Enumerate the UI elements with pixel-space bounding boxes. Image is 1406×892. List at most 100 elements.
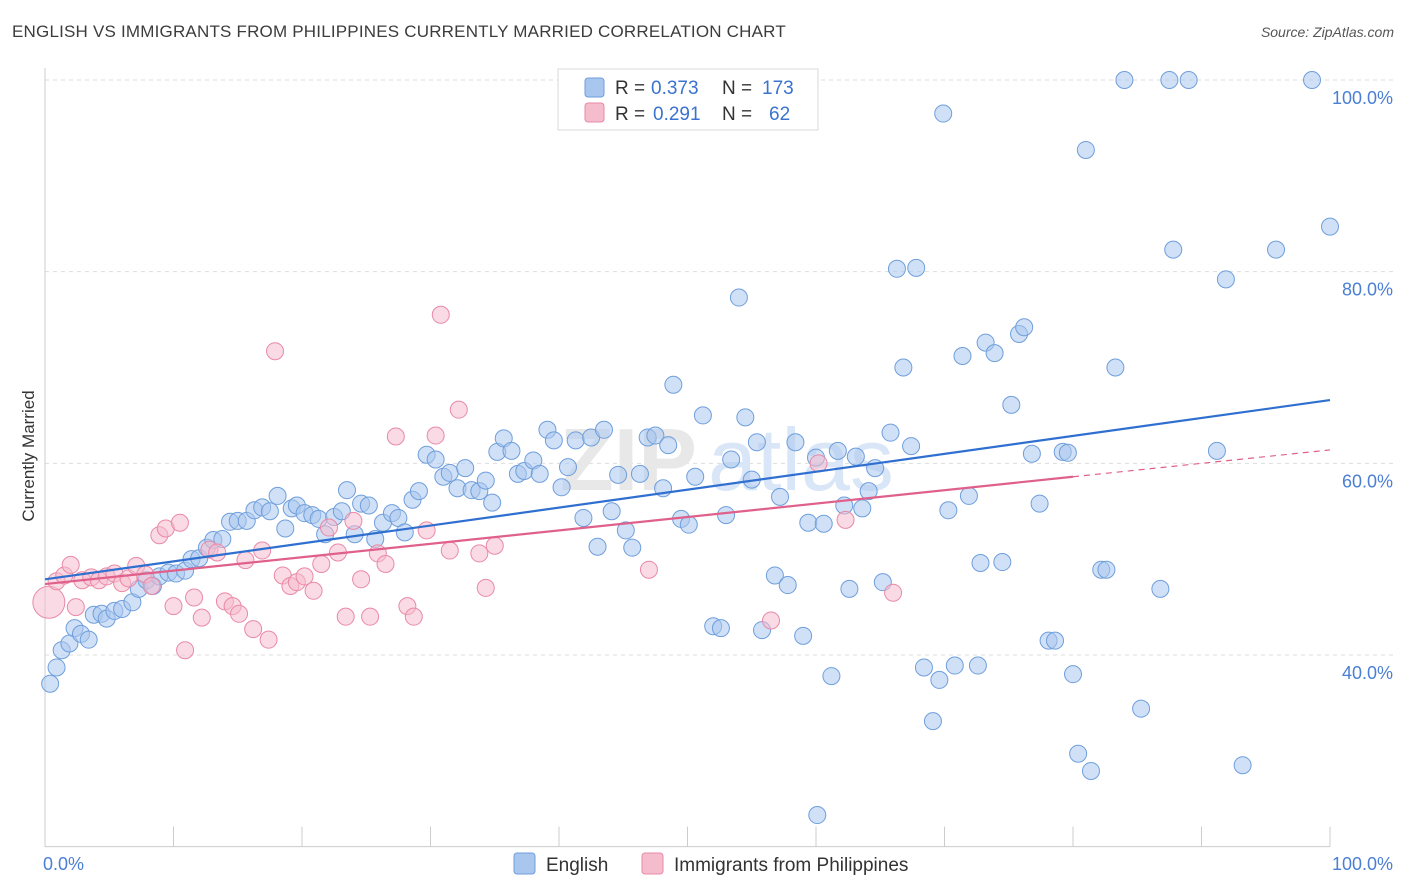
- english-point: [268, 486, 287, 505]
- y-axis-label: Currently Married: [19, 390, 38, 521]
- english-point: [722, 450, 741, 469]
- english-point: [544, 431, 563, 450]
- english-point: [693, 406, 712, 425]
- english-point: [646, 426, 665, 445]
- english-point: [566, 431, 585, 450]
- english-point: [907, 258, 926, 277]
- phil-point: [404, 607, 423, 626]
- phil-point: [164, 597, 183, 616]
- english-point: [939, 501, 958, 520]
- english-point: [395, 523, 414, 542]
- legend-english-n-value: 173: [762, 78, 794, 99]
- phil-point: [192, 608, 211, 627]
- english-point: [440, 463, 459, 482]
- y-tick-label: 100.0%: [1332, 88, 1393, 108]
- phil-point: [312, 554, 331, 573]
- phil-point: [230, 604, 249, 623]
- english-point: [1115, 71, 1134, 89]
- english-point: [679, 515, 698, 534]
- english-point: [616, 521, 635, 540]
- phil-point: [170, 513, 189, 532]
- phil-point: [236, 551, 255, 570]
- english-point: [993, 553, 1012, 572]
- english-point: [923, 712, 942, 731]
- phil-point: [809, 454, 828, 473]
- phil-point: [266, 342, 285, 361]
- svg-text:ZIP: ZIP: [560, 410, 697, 509]
- y-tick-label: 40.0%: [1342, 663, 1393, 683]
- english-point: [409, 482, 428, 501]
- english-point: [1216, 270, 1235, 289]
- bottom-legend-english-swatch: [513, 852, 536, 875]
- english-point: [276, 519, 295, 538]
- english-trend-line: [44, 398, 1331, 581]
- english-point: [808, 806, 827, 825]
- english-point: [686, 467, 705, 486]
- english-point: [1233, 756, 1252, 775]
- english-point: [887, 259, 906, 278]
- english-point: [717, 506, 736, 525]
- english-point: [332, 502, 351, 521]
- phil-point: [142, 577, 161, 595]
- english-point: [778, 576, 797, 595]
- english-point: [859, 482, 878, 501]
- bottom-legend-english-label: English: [546, 855, 608, 876]
- phil-point: [884, 583, 903, 602]
- phil-point: [449, 400, 468, 419]
- x-tick-label: 0.0%: [43, 854, 84, 874]
- english-point: [623, 538, 642, 557]
- english-point: [1076, 140, 1095, 159]
- english-point: [765, 566, 784, 585]
- english-point: [1151, 579, 1170, 598]
- english-point: [799, 513, 818, 532]
- phil-point: [66, 598, 85, 617]
- english-point: [483, 493, 502, 512]
- legend-phil-r-value: 0.291: [653, 104, 701, 125]
- legend-box: R = 0.373 N = 173 R = 0.291 N = 62: [557, 68, 819, 131]
- english-point: [814, 514, 833, 533]
- phil-point: [386, 427, 405, 446]
- english-point: [794, 626, 813, 645]
- phil-point: [485, 536, 504, 555]
- english-point: [853, 499, 872, 518]
- english-point: [659, 436, 678, 455]
- english-point: [552, 478, 571, 497]
- english-point: [828, 441, 847, 460]
- legend-phil-n-value: 62: [769, 104, 790, 125]
- phil-point: [336, 607, 355, 626]
- phil-point: [352, 570, 371, 589]
- phil-point: [244, 620, 263, 639]
- english-point: [260, 502, 279, 521]
- phil-point: [431, 305, 450, 324]
- english-point: [1002, 395, 1021, 414]
- bottom-legend-phil-swatch: [641, 852, 664, 875]
- phil-point: [208, 543, 227, 562]
- english-point: [985, 344, 1004, 363]
- english-point: [79, 630, 98, 649]
- phil-point: [361, 607, 380, 626]
- legend-english-n-label: N =: [722, 78, 752, 99]
- english-point: [594, 420, 613, 439]
- english-point: [426, 450, 445, 469]
- trend-lines: [44, 398, 1331, 586]
- english-point: [558, 458, 577, 477]
- english-point: [953, 347, 972, 365]
- english-point: [456, 459, 475, 478]
- phil-point: [295, 567, 314, 586]
- phil-point: [259, 630, 278, 649]
- english-point: [1164, 240, 1183, 259]
- english-point: [959, 486, 978, 505]
- english-point: [609, 465, 628, 484]
- english-point: [1046, 631, 1065, 650]
- legend-english-r-value: 0.373: [651, 78, 699, 99]
- english-point: [1106, 358, 1125, 377]
- legend-english-swatch: [584, 77, 605, 98]
- phil-point: [32, 585, 66, 619]
- phil-point: [639, 560, 658, 579]
- english-points: [41, 71, 1339, 825]
- english-point: [971, 554, 990, 572]
- english-point: [359, 496, 378, 515]
- english-point: [1303, 71, 1322, 89]
- english-point: [934, 104, 953, 123]
